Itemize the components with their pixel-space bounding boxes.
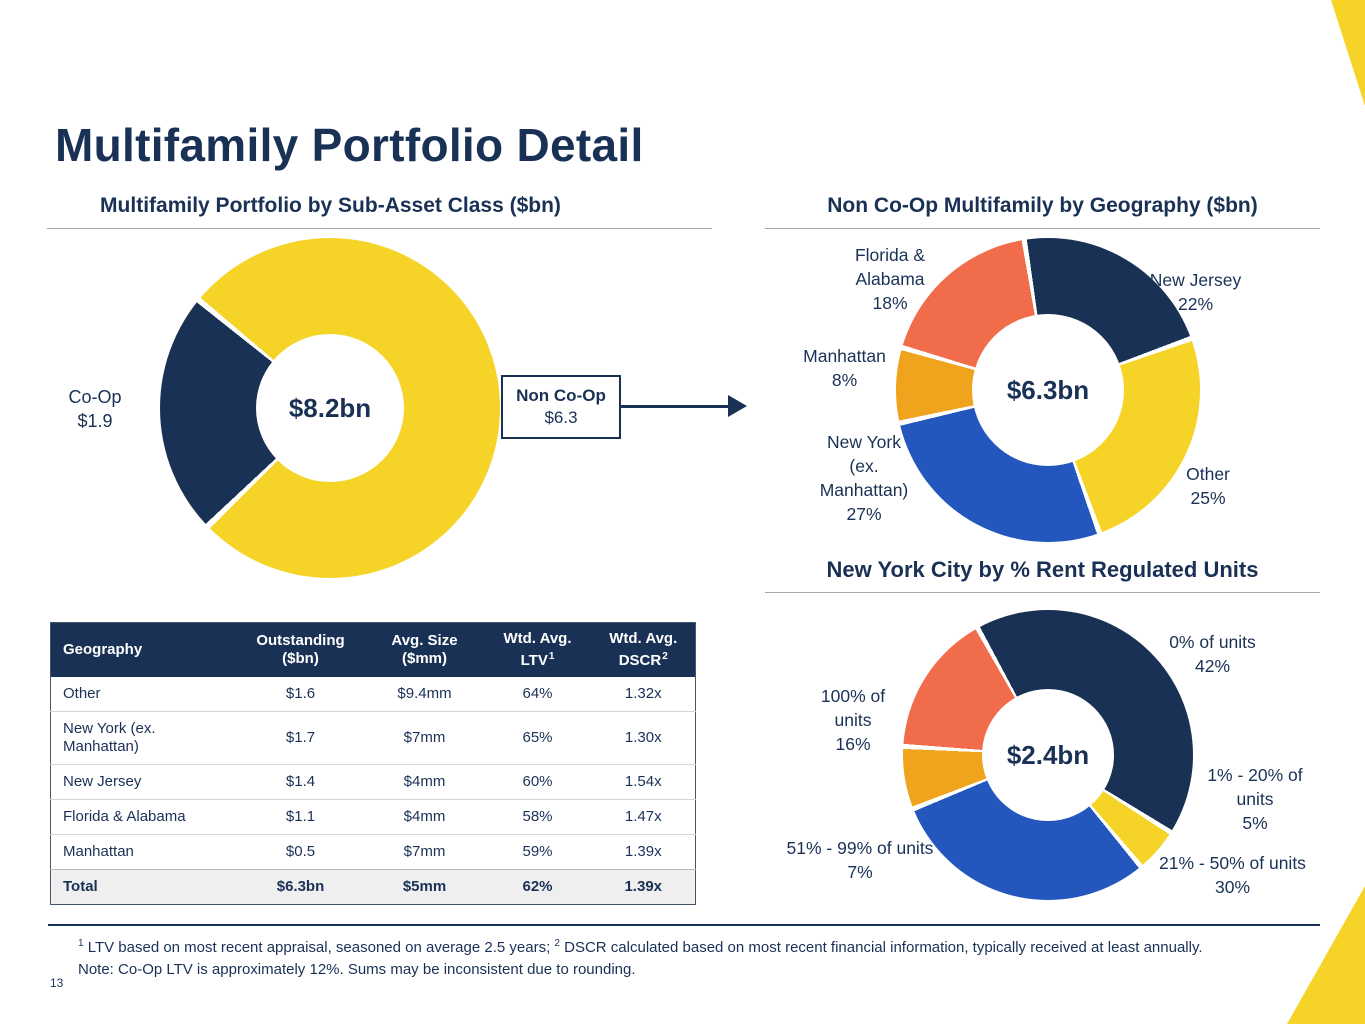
table-header-row: Geography Outstanding ($bn) Avg. Size ($… xyxy=(50,622,696,677)
slice-label-0-percent-units: 0% of units 42% xyxy=(1169,632,1256,676)
table-cell: New Jersey xyxy=(50,764,236,800)
table-row: New York (ex. Manhattan) $1.7 $7mm 65% 1… xyxy=(50,711,696,765)
slice-label-florida-alabama: Florida & Alabama 18% xyxy=(854,245,926,313)
table-cell: 64% xyxy=(522,685,553,702)
footnote-marker-1: 1 xyxy=(78,938,84,949)
footer-divider xyxy=(48,924,1320,926)
portfolio-table: Geography Outstanding ($bn) Avg. Size ($… xyxy=(50,622,696,905)
slice-label-21-50-percent-units: 21% - 50% of units 30% xyxy=(1159,853,1306,897)
donut-chart-sub-asset-class: $8.2bn xyxy=(160,238,500,578)
table-row: Florida & Alabama $1.1 $4mm 58% 1.47x xyxy=(50,799,696,835)
ltv-footnote-marker: 1 xyxy=(548,651,555,662)
slice-label-1-20-percent-units: 1% - 20% of units 5% xyxy=(1207,765,1303,833)
chart-title-geography: Non Co-Op Multifamily by Geography ($bn) xyxy=(827,194,1258,217)
table-cell: $4mm xyxy=(365,799,484,835)
slice-label-new-jersey: New Jersey 22% xyxy=(1149,270,1242,314)
table-cell: 1.47x xyxy=(591,799,696,835)
table-cell: 65% xyxy=(483,711,592,765)
chart-title-sub-asset-class: Multifamily Portfolio by Sub-Asset Class… xyxy=(100,194,561,217)
page-title: Multifamily Portfolio Detail xyxy=(55,119,644,171)
col-header-ltv: Wtd. Avg. LTV1 xyxy=(483,622,592,677)
table-cell: $1.7 xyxy=(235,711,366,765)
table-cell: 62% xyxy=(483,869,592,905)
table-cell: Total xyxy=(50,869,236,905)
footnote-text-1: LTV based on most recent appraisal, seas… xyxy=(83,939,555,956)
footnote-marker-2: 2 xyxy=(554,938,560,949)
donut-chart-geography: $6.3bn xyxy=(896,238,1200,542)
table-cell: New York (ex. Manhattan) xyxy=(50,711,236,765)
table-cell: $5mm xyxy=(365,869,484,905)
table-cell: 60% xyxy=(483,764,592,800)
non-coop-callout-box: Non Co-Op $6.3 xyxy=(501,375,621,439)
col-header-dscr: Wtd. Avg. DSCR2 xyxy=(591,622,696,677)
table-cell: $7mm xyxy=(365,711,484,765)
donut-center-label: $8.2bn xyxy=(288,392,372,423)
slice-label-other: Other 25% xyxy=(1186,464,1230,508)
col-header-avg-size: Avg. Size ($mm) xyxy=(365,622,484,677)
table-cell: 59% xyxy=(483,834,592,870)
table-row: Manhattan $0.5 $7mm 59% 1.39x xyxy=(50,834,696,870)
footnote-text-2: DSCR calculated based on most recent fin… xyxy=(559,939,1203,956)
table-cell: 58% xyxy=(483,799,592,835)
table-cell: 1.39x xyxy=(591,869,696,905)
chart-title-rent-regulated: New York City by % Rent Regulated Units xyxy=(826,557,1259,582)
table-cell: $7mm xyxy=(365,834,484,870)
slice-label-51-99-percent-units: 51% - 99% of units 7% xyxy=(786,838,934,882)
table-cell: $1.6 xyxy=(285,685,316,702)
table-cell: 1.30x xyxy=(591,711,696,765)
col-header-geography: Geography xyxy=(50,622,236,677)
table-cell: 1.54x xyxy=(591,764,696,800)
divider-nyc-title xyxy=(765,592,1320,593)
table-cell: $1.1 xyxy=(235,799,366,835)
callout-label: Non Co-Op xyxy=(516,386,606,405)
table-cell: Other xyxy=(63,685,101,702)
table-cell: $1.4 xyxy=(235,764,366,800)
table-cell: $9.4mm xyxy=(397,685,452,702)
table-cell: 1.32x xyxy=(624,685,662,702)
corner-accent-bottom-icon xyxy=(1287,886,1365,1024)
table-cell: $4mm xyxy=(365,764,484,800)
page-number: 13 xyxy=(50,976,64,990)
table-cell: Manhattan xyxy=(50,834,236,870)
donut-hole: $2.4bn xyxy=(982,689,1114,821)
table-row: Other $1.6 $9.4mm 64% 1.32x xyxy=(51,677,696,712)
slice-label-coop: Co-Op $1.9 xyxy=(68,387,122,431)
corner-accent-top-icon xyxy=(1331,0,1365,106)
table-cell: $6.3bn xyxy=(235,869,366,905)
slice-label-manhattan: Manhattan 8% xyxy=(803,346,886,390)
col-header-outstanding: Outstanding ($bn) xyxy=(235,622,366,677)
slice-label-100-percent-units: 100% of units 16% xyxy=(820,686,886,754)
donut-hole: $8.2bn xyxy=(256,334,404,482)
arrow-head-icon xyxy=(728,395,747,417)
table-row: New Jersey $1.4 $4mm 60% 1.54x xyxy=(50,764,696,800)
dscr-footnote-marker: 2 xyxy=(662,651,668,662)
donut-center-label: $6.3bn xyxy=(1006,374,1090,405)
donut-chart-rent-regulated: $2.4bn xyxy=(903,610,1193,900)
divider-geo-title xyxy=(765,228,1320,229)
table-cell: 1.39x xyxy=(591,834,696,870)
callout-value: $6.3 xyxy=(544,408,578,427)
donut-hole: $6.3bn xyxy=(972,314,1124,466)
table-cell: $0.5 xyxy=(235,834,366,870)
donut-center-label: $2.4bn xyxy=(1006,739,1090,770)
divider-left-title xyxy=(47,228,712,229)
table-total-row: Total $6.3bn $5mm 62% 1.39x xyxy=(50,869,696,905)
footnote-line-2: Note: Co-Op LTV is approximately 12%. Su… xyxy=(78,961,636,978)
table-cell: Florida & Alabama xyxy=(50,799,236,835)
footnote-line-1: 1 LTV based on most recent appraisal, se… xyxy=(78,933,1293,959)
slice-label-new-york-ex-manhattan: New York (ex. Manhattan) 27% xyxy=(819,432,909,524)
arrow-connector xyxy=(619,405,729,408)
footnote: 1 LTV based on most recent appraisal, se… xyxy=(78,933,1293,981)
